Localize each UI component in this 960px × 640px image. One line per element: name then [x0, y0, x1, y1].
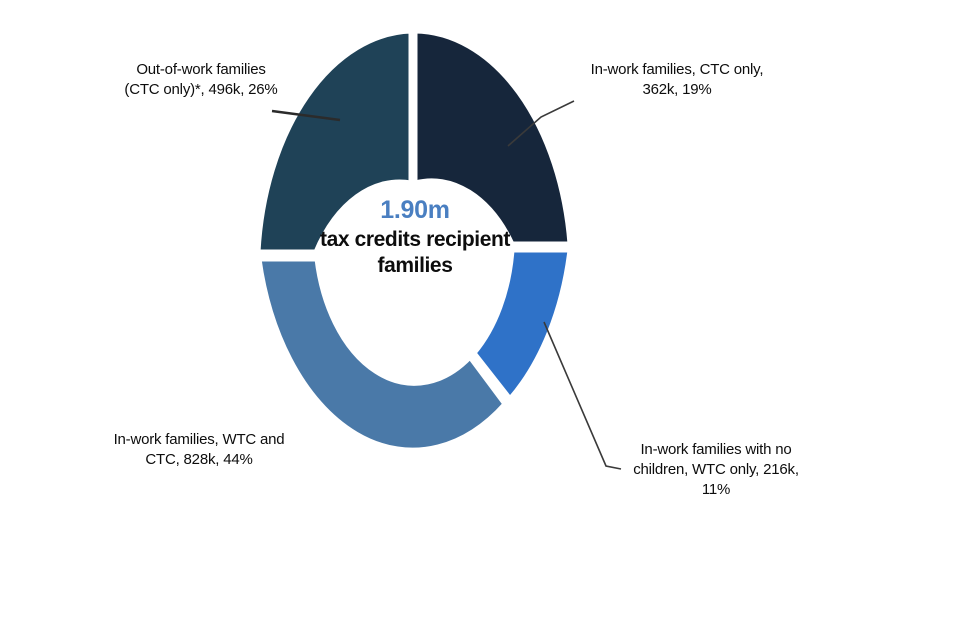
- donut-slice-in-work-no-children-wtc-only[interactable]: [470, 247, 573, 403]
- leader-line-in-work-no-children-wtc-only: [543, 321, 622, 470]
- slice-label-in-work-ctc-only: In-work families, CTC only, 362k, 19%: [590, 61, 764, 98]
- slice-label-out-of-work-ctc-only: Out-of-work families (CTC only)*, 496k, …: [124, 61, 278, 98]
- leader-line-out-of-work-ctc-only: [271, 109, 341, 122]
- slice-label-in-work-wtc-and-ctc: In-work families, WTC and CTC, 828k, 44%: [113, 431, 285, 468]
- leader-line-in-work-ctc-only: [507, 100, 575, 147]
- donut-slice-in-work-ctc-only[interactable]: [412, 28, 573, 247]
- donut-slice-out-of-work-ctc-only[interactable]: [255, 28, 414, 255]
- slice-label-in-work-no-children-wtc-only: In-work families with no children, WTC o…: [633, 441, 799, 498]
- donut-slice-in-work-wtc-and-ctc[interactable]: [256, 256, 509, 453]
